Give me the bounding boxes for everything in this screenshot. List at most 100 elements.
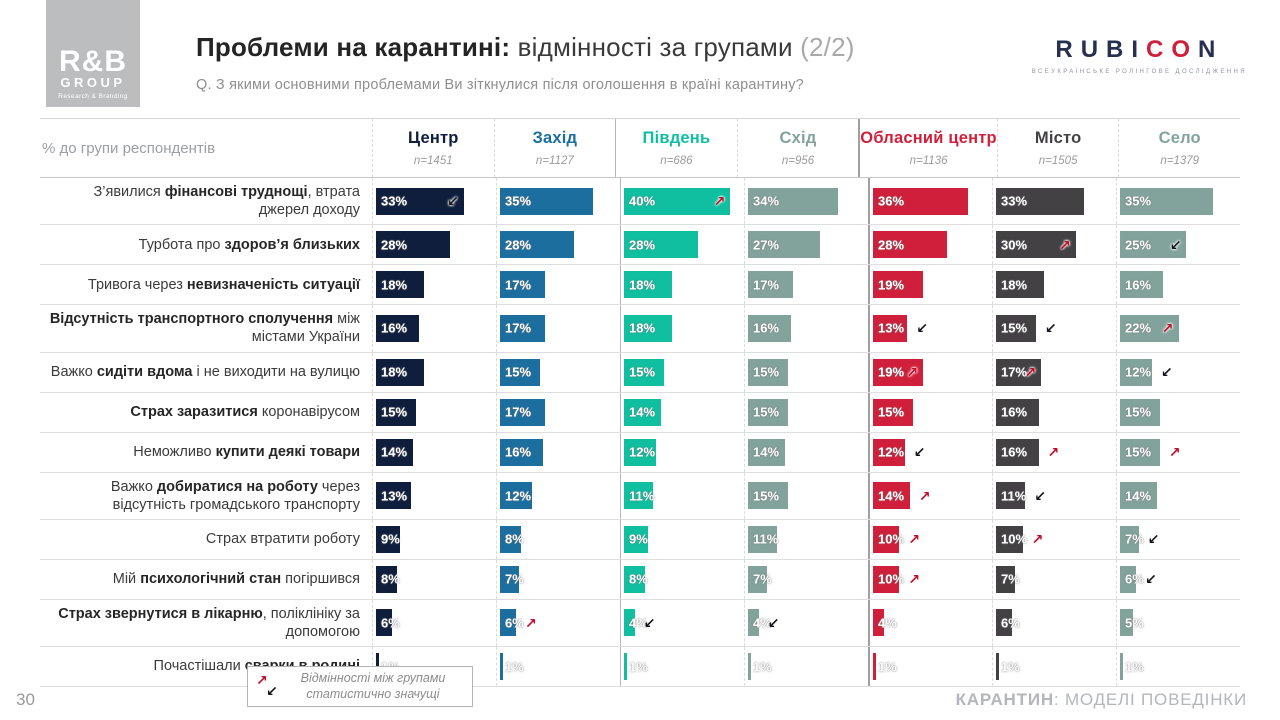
significance-arrow: ↗ (908, 531, 921, 548)
bar-wrap: 6% (996, 609, 1113, 637)
bar-wrap: 16% (376, 314, 493, 342)
bar-value: 11% (753, 531, 779, 547)
data-cell: 8% (496, 519, 620, 559)
significance-legend: ↗ ↙ Відмінності між групами статистично … (247, 666, 473, 707)
data-cell: 1% (620, 647, 744, 686)
bar (1120, 231, 1187, 259)
significance-arrow: ↙ (916, 320, 928, 337)
bar-wrap: 8% (500, 525, 617, 553)
page-title: Проблеми на карантині: відмінності за гр… (196, 32, 855, 63)
row-label: Страх звернутися в лікарню, поліклініку … (40, 600, 372, 646)
bar-value: 17% (505, 320, 532, 336)
significance-arrow: ↗ (1047, 444, 1060, 460)
data-cell: 9% (372, 519, 496, 559)
row-label-text: Неможливо купити деякі товари (133, 443, 360, 460)
bar-value: 12% (629, 444, 656, 460)
table-row: Відсутність транспортного сполучення між… (40, 305, 1240, 353)
bar-wrap: 27% (748, 231, 865, 259)
bar (748, 525, 778, 553)
data-cell: 12% ↙ (1116, 352, 1240, 392)
bar-value: 12% (878, 444, 905, 460)
bar-wrap: 18% (624, 314, 741, 342)
bar-value: 17% (1001, 364, 1028, 380)
bar-wrap: 8% (624, 565, 741, 593)
row-label: Страх заразитися коронавірусом (40, 393, 372, 432)
bar-wrap: 10% ↗ (996, 525, 1113, 553)
bar (500, 653, 503, 680)
bar (873, 398, 913, 426)
bar-value: 13% (381, 488, 408, 504)
bar-wrap: 16% (500, 438, 617, 466)
bar-value: 9% (381, 531, 400, 547)
significance-arrow: ↗ (908, 571, 921, 588)
significance-arrow: ↗ (1168, 444, 1181, 460)
bar (1120, 525, 1139, 553)
significance-arrow: ↗ (918, 487, 931, 504)
row-label-text: Важко добиратися на роботу через відсутн… (110, 478, 360, 513)
row-label-text: Мій психологічний стан погіршився (112, 571, 360, 588)
bar-wrap: 17% (500, 314, 617, 342)
data-cell: 1% (992, 647, 1116, 686)
bar (1120, 609, 1134, 637)
bar-wrap: 28% (873, 231, 989, 259)
row-label-text: Важко сидіти вдома і не виходити на вули… (50, 363, 360, 380)
data-cell: 1% (868, 647, 992, 686)
down-arrow-icon: ↙ (266, 683, 278, 700)
bar (873, 231, 947, 259)
rb-group-logo: R&B GROUP Research & Branding (46, 0, 140, 107)
rb-logo-subtext: Research & Branding (58, 93, 128, 100)
bar (624, 482, 654, 510)
bar-value: 15% (1125, 404, 1152, 420)
row-label: Страх втратити роботу (40, 520, 372, 559)
column-name: Місто (1034, 129, 1082, 147)
bar-wrap: 7% (500, 565, 617, 593)
bar-value: 17% (505, 277, 532, 293)
bar (873, 314, 908, 342)
data-cell: 16% (744, 305, 868, 352)
data-cell: 15% (744, 392, 868, 432)
bar-value: 22% (1125, 320, 1152, 336)
bar (500, 314, 546, 342)
bar-wrap: 19% ↗ (873, 358, 989, 386)
bar (996, 271, 1044, 299)
bar-wrap: 17% (500, 271, 617, 299)
data-cell: 7% (992, 559, 1116, 599)
bar-wrap: 1% (748, 653, 865, 680)
bar-wrap: 25% ↙ (1120, 231, 1237, 259)
bar (748, 314, 791, 342)
bar-value: 15% (1001, 320, 1028, 336)
bar-value: 12% (505, 488, 532, 504)
bar (500, 438, 543, 466)
bar (376, 482, 411, 510)
bar-wrap: 18% (996, 271, 1113, 299)
bar-value: 1% (629, 659, 648, 674)
row-label-text: Страх заразитися коронавірусом (130, 403, 360, 420)
bar-value: 1% (753, 659, 772, 674)
bar-wrap: 7% (996, 565, 1113, 593)
column-sample-size: n=1505 (1038, 155, 1078, 167)
data-cell: 16% (372, 305, 496, 352)
data-cell: 4% ↙ (744, 599, 868, 646)
data-cell: 35% (496, 178, 620, 225)
bar-value: 30% (1001, 237, 1028, 253)
bar-wrap: 36% (873, 187, 989, 215)
bar-value: 7% (1125, 531, 1144, 547)
data-cell: 15% ↙ (992, 305, 1116, 352)
data-cell: 13% ↙ (868, 305, 992, 352)
significance-arrow: ↗ (1059, 236, 1071, 253)
data-cell: 5% (1116, 599, 1240, 646)
data-cell: 1% (1116, 647, 1240, 686)
bar-wrap: 28% (624, 231, 741, 259)
bar-value: 18% (381, 277, 408, 293)
data-cell: 7% (496, 559, 620, 599)
bar-wrap: 15% (748, 398, 865, 426)
bar-wrap: 8% (376, 565, 493, 593)
bar-wrap: 14% (748, 438, 865, 466)
bar (748, 187, 839, 215)
data-cell: 17% (744, 265, 868, 305)
row-label: Неможливо купити деякі товари (40, 433, 372, 472)
bar-value: 28% (381, 237, 408, 253)
bar-value: 10% (1001, 531, 1028, 547)
significance-arrow: ↙ (643, 614, 656, 631)
bar (996, 525, 1023, 553)
